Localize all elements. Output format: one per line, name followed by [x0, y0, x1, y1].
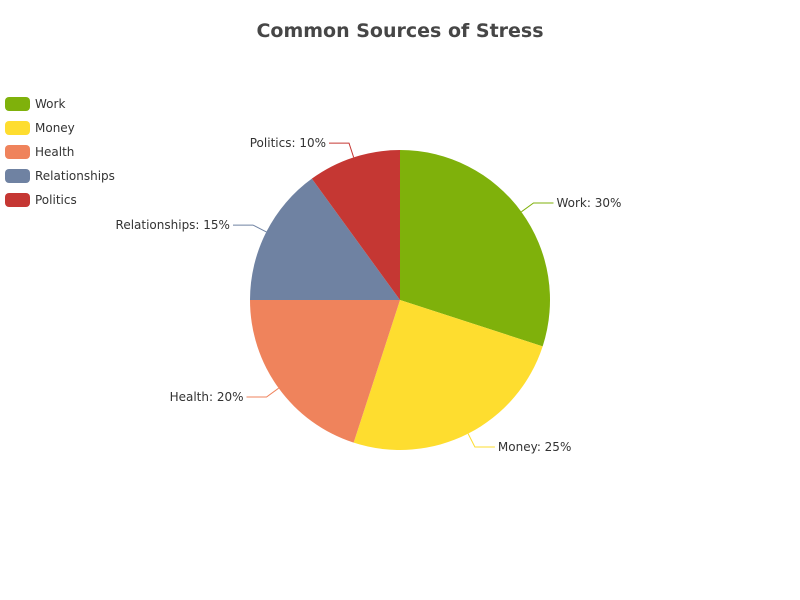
leader-line-health — [246, 387, 279, 398]
data-label-health: Health: 20% — [170, 390, 244, 404]
legend: Work Money Health Relationships Politics — [5, 92, 115, 212]
legend-item-politics[interactable]: Politics — [5, 188, 115, 212]
legend-swatch-work — [5, 97, 30, 111]
legend-label-money: Money — [35, 121, 75, 135]
legend-swatch-relationships — [5, 169, 30, 183]
data-label-money: Money: 25% — [498, 440, 571, 454]
pie-slice-health[interactable] — [250, 300, 400, 443]
pie-slice-relationships[interactable] — [250, 178, 400, 300]
legend-label-health: Health — [35, 145, 75, 159]
legend-label-politics: Politics — [35, 193, 77, 207]
leader-line-relationships — [232, 224, 267, 233]
legend-item-health[interactable]: Health — [5, 140, 115, 164]
legend-swatch-money — [5, 121, 30, 135]
legend-swatch-politics — [5, 193, 30, 207]
legend-swatch-health — [5, 145, 30, 159]
pie-slice-politics[interactable] — [311, 150, 400, 300]
legend-item-work[interactable]: Work — [5, 92, 115, 116]
data-label-work: Work: 30% — [556, 196, 621, 210]
legend-label-relationships: Relationships — [35, 169, 115, 183]
pie-slice-money[interactable] — [353, 300, 543, 450]
legend-label-work: Work — [35, 97, 66, 111]
leader-line-money — [467, 433, 495, 448]
legend-item-money[interactable]: Money — [5, 116, 115, 140]
chart-title: Common Sources of Stress — [256, 20, 544, 42]
leader-line-work — [521, 202, 554, 213]
data-label-politics: Politics: 10% — [250, 136, 326, 150]
data-label-relationships: Relationships: 15% — [116, 218, 230, 232]
pie-slice-work[interactable] — [400, 150, 550, 347]
leader-line-politics — [329, 142, 355, 158]
legend-item-relationships[interactable]: Relationships — [5, 164, 115, 188]
